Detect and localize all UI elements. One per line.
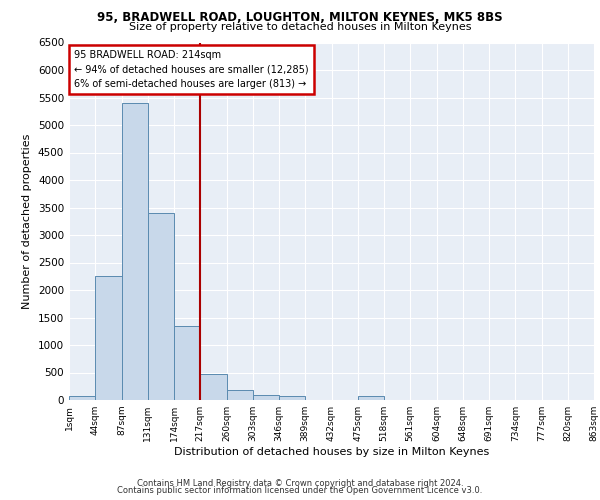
Bar (95, 276, 121, 400)
Bar (200, 374, 227, 400)
Bar (358, 396, 384, 400)
Bar (148, 213, 174, 400)
Bar (279, 396, 305, 400)
Text: 95, BRADWELL ROAD, LOUGHTON, MILTON KEYNES, MK5 8BS: 95, BRADWELL ROAD, LOUGHTON, MILTON KEYN… (97, 11, 503, 24)
Text: Size of property relative to detached houses in Milton Keynes: Size of property relative to detached ho… (129, 22, 471, 32)
Text: Contains public sector information licensed under the Open Government Licence v3: Contains public sector information licen… (118, 486, 482, 495)
Bar (121, 103, 148, 400)
Bar (69, 396, 95, 400)
Text: Contains HM Land Registry data © Crown copyright and database right 2024.: Contains HM Land Registry data © Crown c… (137, 478, 463, 488)
Text: 95 BRADWELL ROAD: 214sqm
← 94% of detached houses are smaller (12,285)
6% of sem: 95 BRADWELL ROAD: 214sqm ← 94% of detach… (74, 50, 309, 90)
Bar (174, 326, 200, 400)
Bar (227, 390, 253, 400)
X-axis label: Distribution of detached houses by size in Milton Keynes: Distribution of detached houses by size … (174, 447, 489, 457)
Y-axis label: Number of detached properties: Number of detached properties (22, 134, 32, 309)
Bar (253, 394, 279, 400)
